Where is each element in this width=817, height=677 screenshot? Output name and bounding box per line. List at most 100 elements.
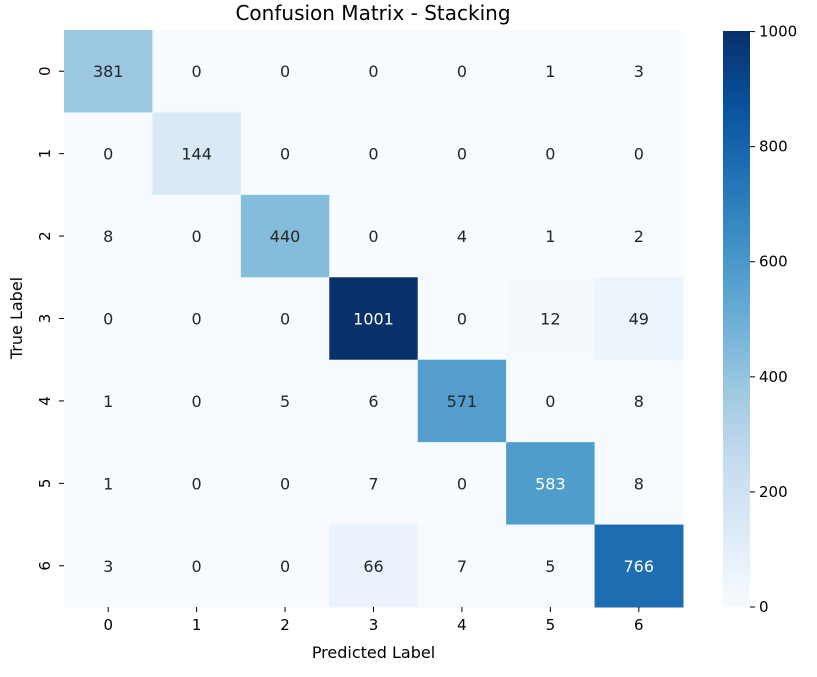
cell-value-label: 0 bbox=[192, 310, 202, 329]
x-tick-label: 3 bbox=[369, 616, 379, 634]
heatmap-cell bbox=[329, 359, 419, 443]
heatmap-cell bbox=[240, 112, 330, 196]
heatmap-cell bbox=[240, 442, 330, 526]
heatmap-cell bbox=[417, 524, 507, 608]
heatmap-cell bbox=[417, 359, 507, 443]
colorbar-tick-label: 0 bbox=[759, 598, 769, 616]
cell-value-label: 1001 bbox=[353, 310, 394, 329]
x-tick-label: 6 bbox=[634, 616, 644, 634]
cell-value-label: 8 bbox=[103, 227, 113, 246]
heatmap-cell bbox=[64, 30, 153, 113]
cell-value-label: 0 bbox=[280, 557, 290, 576]
cell-value-label: 381 bbox=[93, 62, 124, 81]
cell-value-label: 3 bbox=[103, 557, 113, 576]
cell-value-label: 0 bbox=[457, 310, 467, 329]
heatmap-cell bbox=[506, 442, 596, 526]
cell-value-label: 8 bbox=[634, 474, 644, 493]
cell-value-label: 8 bbox=[634, 392, 644, 411]
cell-value-label: 4 bbox=[457, 227, 467, 246]
cell-value-label: 0 bbox=[280, 145, 290, 164]
cell-value-label: 5 bbox=[545, 557, 555, 576]
heatmap-cell bbox=[329, 112, 419, 196]
heatmap-cell bbox=[240, 277, 330, 361]
heatmap-cell bbox=[64, 112, 153, 196]
heatmap-cell bbox=[152, 524, 242, 608]
colorbar-tick-label: 1000 bbox=[759, 23, 797, 41]
heatmap-cell bbox=[506, 277, 596, 361]
heatmap-cell bbox=[152, 277, 242, 361]
heatmap-cell bbox=[240, 524, 330, 608]
cell-value-label: 0 bbox=[457, 145, 467, 164]
heatmap-cell bbox=[329, 442, 419, 526]
x-tick-label: 1 bbox=[192, 616, 202, 634]
cell-value-label: 0 bbox=[457, 62, 467, 81]
cell-value-label: 0 bbox=[192, 392, 202, 411]
cell-value-label: 571 bbox=[447, 392, 478, 411]
heatmap-cell bbox=[152, 194, 242, 278]
heatmap-cell bbox=[240, 30, 330, 113]
heatmap-cell bbox=[152, 30, 242, 113]
cell-value-label: 0 bbox=[368, 145, 378, 164]
heatmap-cell bbox=[64, 277, 153, 361]
chart-title: Confusion Matrix - Stacking bbox=[235, 1, 510, 25]
heatmap-cell bbox=[152, 112, 242, 196]
cell-value-label: 0 bbox=[192, 62, 202, 81]
heatmap-cell bbox=[417, 112, 507, 196]
cell-value-label: 0 bbox=[103, 145, 113, 164]
cell-value-label: 12 bbox=[540, 310, 560, 329]
cell-value-label: 0 bbox=[103, 310, 113, 329]
cell-value-label: 66 bbox=[363, 557, 383, 576]
y-tick-label: 4 bbox=[36, 396, 54, 406]
cell-value-label: 0 bbox=[368, 62, 378, 81]
colorbar-tick-label: 400 bbox=[759, 368, 788, 386]
cell-value-label: 144 bbox=[181, 145, 212, 164]
cell-value-label: 0 bbox=[280, 474, 290, 493]
heatmap-cell bbox=[594, 112, 684, 196]
colorbar-tick-label: 200 bbox=[759, 483, 788, 501]
heatmap-cell bbox=[64, 359, 153, 443]
heatmap-cell bbox=[329, 194, 419, 278]
cell-value-label: 0 bbox=[192, 557, 202, 576]
colorbar bbox=[723, 31, 750, 607]
heatmap-cell bbox=[417, 194, 507, 278]
cell-value-label: 7 bbox=[368, 474, 378, 493]
heatmap-cell bbox=[152, 442, 242, 526]
heatmap-cell bbox=[329, 30, 419, 113]
heatmap-cell bbox=[329, 524, 419, 608]
heatmap-cell bbox=[240, 359, 330, 443]
cell-value-label: 0 bbox=[457, 474, 467, 493]
heatmap-cells: 381 0 0 0 0 1 30 144 0 0 0 0 08 0 440 0 4 1 20 0 0 1001 0 12 491… bbox=[64, 30, 684, 608]
cell-value-label: 0 bbox=[280, 310, 290, 329]
colorbar-tick-label: 800 bbox=[759, 138, 788, 156]
heatmap-cell bbox=[506, 359, 596, 443]
cell-value-label: 7 bbox=[457, 557, 467, 576]
heatmap-cell bbox=[506, 194, 596, 278]
heatmap-cell bbox=[594, 30, 684, 113]
cell-value-label: 0 bbox=[545, 145, 555, 164]
cell-value-label: 1 bbox=[103, 392, 113, 411]
cell-value-label: 0 bbox=[280, 62, 290, 81]
heatmap-cell bbox=[506, 30, 596, 113]
heatmap-cell bbox=[152, 359, 242, 443]
cell-value-label: 0 bbox=[192, 227, 202, 246]
cell-value-label: 1 bbox=[103, 474, 113, 493]
heatmap-cell bbox=[594, 194, 684, 278]
heatmap-cell bbox=[417, 30, 507, 113]
colorbar-ticks: 0 200 400 600 800 1000 bbox=[750, 23, 797, 616]
cell-value-label: 5 bbox=[280, 392, 290, 411]
y-tick-label: 3 bbox=[36, 314, 54, 324]
cell-value-label: 49 bbox=[629, 310, 649, 329]
x-tick-label: 2 bbox=[280, 616, 290, 634]
heatmap-cell bbox=[417, 277, 507, 361]
heatmap-cell bbox=[64, 194, 153, 278]
y-tick-label: 0 bbox=[36, 66, 54, 76]
cell-value-label: 583 bbox=[535, 474, 566, 493]
y-tick-label: 5 bbox=[36, 479, 54, 489]
cell-value-label: 3 bbox=[634, 62, 644, 81]
cell-value-label: 1 bbox=[545, 62, 555, 81]
cell-value-label: 0 bbox=[634, 145, 644, 164]
cell-value-label: 2 bbox=[634, 227, 644, 246]
y-axis-label: True Label bbox=[7, 277, 26, 360]
heatmap-cell bbox=[506, 524, 596, 608]
